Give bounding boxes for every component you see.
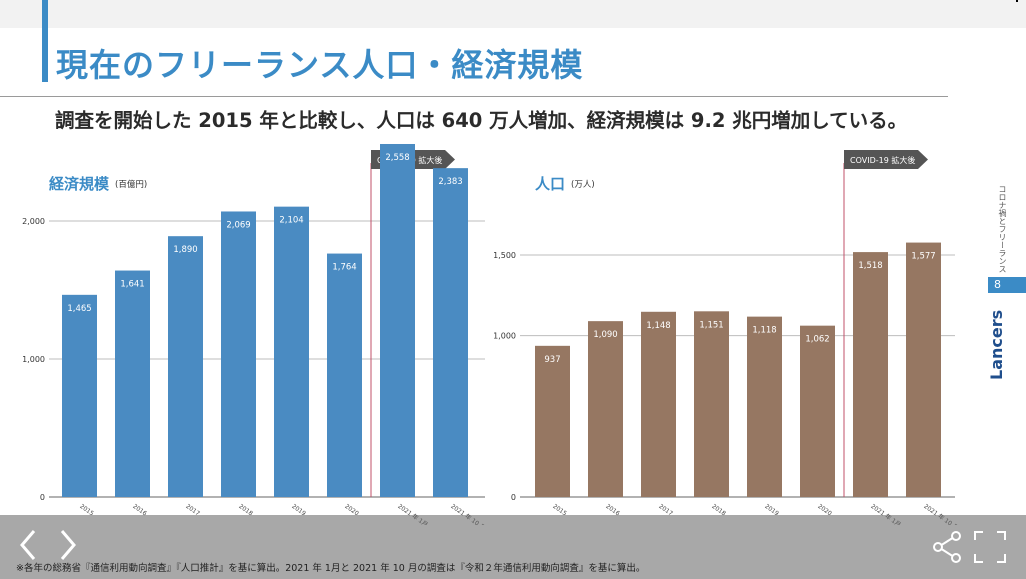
- bar-value-label: 1,118: [752, 326, 776, 336]
- chevron-right-icon: [60, 530, 76, 560]
- bar-value-label: 2,558: [385, 153, 409, 163]
- bar: [906, 242, 941, 497]
- covid-annotation: COVID-19 拡大後: [850, 155, 915, 165]
- bar: [694, 311, 729, 497]
- next-slide-button[interactable]: [54, 527, 84, 563]
- bar: [641, 311, 676, 497]
- bar-value-label: 1,148: [646, 321, 670, 331]
- covid-arrow: [844, 150, 928, 169]
- share-button[interactable]: [930, 529, 966, 565]
- bar-value-label: 1,518: [858, 261, 882, 271]
- share-icon: [933, 531, 961, 563]
- bar: [115, 270, 150, 497]
- bar: [274, 206, 309, 497]
- slide-subtitle: 調査を開始した 2015 年と比較し、人口は 640 万人増加、経済規模は 9.…: [55, 109, 908, 132]
- side-panel: [988, 28, 1026, 558]
- y-tick-label: 0: [511, 493, 516, 502]
- slide-title: 現在のフリーランス人口・経済規模: [56, 46, 584, 84]
- bar-value-label: 1,062: [805, 335, 829, 345]
- section-label: コロナ禍とフリーランス: [998, 185, 1007, 273]
- bar-value-label: 937: [544, 355, 560, 365]
- bar: [747, 316, 782, 497]
- chart-unit: (百億円): [115, 179, 147, 190]
- y-tick-label: 1,000: [493, 332, 516, 341]
- bar: [327, 253, 362, 497]
- footnote: ※各年の総務省『通信利用動向調査』『人口推計』を基に算出。2021 年 1月と …: [16, 563, 646, 574]
- y-tick-label: 2,000: [22, 217, 45, 226]
- bar-value-label: 1,090: [593, 330, 617, 340]
- bar: [168, 236, 203, 497]
- chevron-left-icon: [20, 530, 36, 560]
- bar: [588, 321, 623, 497]
- chart-title: 経済規模: [49, 175, 110, 193]
- bar-value-label: 1,764: [332, 263, 356, 273]
- brand-logo: Lancers: [987, 309, 1006, 380]
- y-tick-label: 1,500: [493, 251, 516, 260]
- fullscreen-icon: [974, 531, 1006, 563]
- chart-title: 人口: [535, 175, 565, 193]
- bar: [800, 325, 835, 497]
- bar-value-label: 1,641: [120, 280, 144, 290]
- bar: [62, 294, 97, 497]
- page-number-badge: 8: [988, 277, 1026, 293]
- corner-mark: [1016, 0, 1018, 2]
- chart-unit: (万人): [571, 180, 595, 190]
- fullscreen-button[interactable]: [972, 529, 1008, 565]
- bar: [380, 143, 415, 497]
- bar-value-label: 1,151: [699, 320, 723, 330]
- bar-value-label: 2,104: [279, 216, 303, 226]
- y-tick-label: 1,000: [22, 355, 45, 364]
- prev-slide-button[interactable]: [14, 527, 44, 563]
- bar: [433, 168, 468, 497]
- bar-value-label: 2,383: [438, 177, 462, 187]
- title-accent-bar: [42, 0, 48, 82]
- viewer-toolbar: [0, 515, 1026, 579]
- title-divider: [0, 96, 948, 97]
- bar-value-label: 1,577: [911, 252, 935, 262]
- y-tick-label: 0: [40, 493, 45, 502]
- bar: [221, 211, 256, 497]
- bar-value-label: 1,465: [67, 304, 91, 314]
- bar: [535, 345, 570, 497]
- bar: [853, 252, 888, 497]
- bar-value-label: 1,890: [173, 245, 197, 255]
- bar-value-label: 2,069: [226, 220, 250, 230]
